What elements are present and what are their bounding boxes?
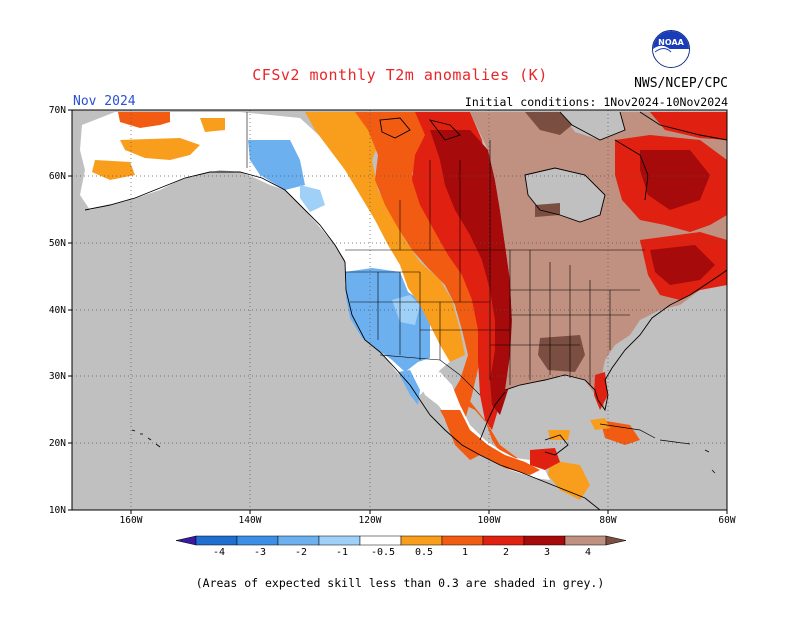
lon-label-80w: 80W xyxy=(599,515,616,526)
mexico-white-region xyxy=(418,372,550,480)
colorbar-label: -1 xyxy=(336,547,348,558)
west-us-blue-patch xyxy=(392,295,420,325)
warm-band-maroon xyxy=(430,130,515,415)
alaska-orange-patch xyxy=(118,112,170,128)
axis-ticks xyxy=(68,109,728,514)
central-america-red xyxy=(530,448,560,470)
colorbar-label: -4 xyxy=(213,547,225,558)
colorbar-swatch xyxy=(523,535,566,546)
warm-band-orange xyxy=(305,112,465,362)
lon-label-60w: 60W xyxy=(718,515,735,526)
colorbar-label: 3 xyxy=(544,547,550,558)
yukon-blue-patch xyxy=(300,185,325,212)
colorbar-swatch xyxy=(277,535,320,546)
alaska-orange-patch xyxy=(200,118,225,132)
lat-label-40n: 40N xyxy=(49,305,66,316)
colorbar-swatch xyxy=(441,535,484,546)
warm-band-red xyxy=(355,112,482,460)
colorbar: -4 -3 -2 -1 -0.5 0.5 1 2 3 4 xyxy=(175,535,627,558)
colorbar-swatch xyxy=(564,535,607,546)
yukon-blue-patch xyxy=(248,140,305,190)
hawaii-islands xyxy=(131,429,161,448)
baja-blue-patch xyxy=(398,370,420,405)
colorbar-swatch xyxy=(400,535,443,546)
lat-lon-grid xyxy=(72,110,727,510)
colorbar-label: -2 xyxy=(295,547,307,558)
logo-text: NOAA xyxy=(658,38,684,47)
colorbar-label: 0.5 xyxy=(415,547,433,558)
arctic-grey-patch xyxy=(560,112,625,140)
colorbar-arrow-high xyxy=(605,535,627,546)
lon-label-160w: 160W xyxy=(120,515,143,526)
west-us-blue-patch xyxy=(345,268,430,372)
lat-label-60n: 60N xyxy=(49,171,66,182)
alaska-orange-patch xyxy=(92,160,135,180)
skill-footnote: (Areas of expected skill less than 0.3 a… xyxy=(195,576,605,590)
canada-darkbrown-patch xyxy=(535,203,560,217)
mexico-red-region xyxy=(430,390,525,470)
agency-label: NWS/NCEP/CPC xyxy=(634,76,728,91)
colorbar-swatch xyxy=(482,535,525,546)
colorbar-label: -0.5 xyxy=(371,547,395,558)
lat-label-30n: 30N xyxy=(49,371,66,382)
coastlines xyxy=(84,111,728,511)
alaska-orange-patch xyxy=(120,138,200,160)
lat-label-70n: 70N xyxy=(49,105,66,116)
lon-label-120w: 120W xyxy=(359,515,382,526)
colorbar-label: 2 xyxy=(503,547,509,558)
greenland-red xyxy=(650,112,727,140)
colorbar-swatch xyxy=(236,535,279,546)
lat-label-50n: 50N xyxy=(49,238,66,249)
lat-label-20n: 20N xyxy=(49,438,66,449)
forecast-month: Nov 2024 xyxy=(73,94,136,109)
arctic-darkbrown-patch xyxy=(525,112,572,135)
colorbar-swatch xyxy=(318,535,361,546)
political-boundaries xyxy=(246,112,645,396)
florida-red xyxy=(594,372,608,410)
labrador-maroon-region xyxy=(640,150,710,210)
colorbar-label: 1 xyxy=(462,547,468,558)
central-america-orange xyxy=(548,460,590,500)
lon-label-140w: 140W xyxy=(239,515,262,526)
initial-conditions-label: Initial conditions: 1Nov2024-10Nov2024 xyxy=(464,95,728,109)
mexico-red-region xyxy=(440,410,540,475)
colorbar-swatch xyxy=(195,535,238,546)
lat-label-10n: 10N xyxy=(49,505,66,516)
colorbar-label: 4 xyxy=(585,547,591,558)
colorbar-swatch xyxy=(359,535,402,546)
chart-title: CFSv2 monthly T2m anomalies (K) xyxy=(252,66,548,84)
lon-label-100w: 100W xyxy=(478,515,501,526)
northeast-maroon-region xyxy=(650,245,715,285)
noaa-logo: NOAA xyxy=(652,30,690,68)
caribbean-red xyxy=(600,420,640,445)
colorbar-arrow-low xyxy=(175,535,197,546)
colorbar-label: -3 xyxy=(254,547,266,558)
